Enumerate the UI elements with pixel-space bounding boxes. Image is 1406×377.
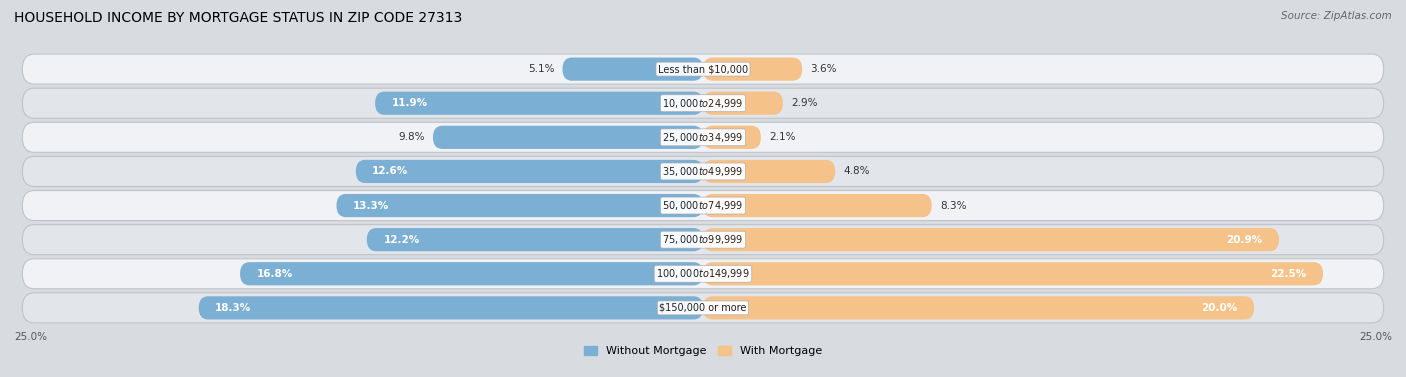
Text: 12.6%: 12.6%: [373, 166, 409, 176]
Text: 20.0%: 20.0%: [1201, 303, 1237, 313]
Text: HOUSEHOLD INCOME BY MORTGAGE STATUS IN ZIP CODE 27313: HOUSEHOLD INCOME BY MORTGAGE STATUS IN Z…: [14, 11, 463, 25]
Text: 13.3%: 13.3%: [353, 201, 389, 211]
FancyBboxPatch shape: [433, 126, 703, 149]
Text: $50,000 to $74,999: $50,000 to $74,999: [662, 199, 744, 212]
FancyBboxPatch shape: [703, 126, 761, 149]
Text: $35,000 to $49,999: $35,000 to $49,999: [662, 165, 744, 178]
Text: Less than $10,000: Less than $10,000: [658, 64, 748, 74]
FancyBboxPatch shape: [703, 296, 1254, 319]
Text: $10,000 to $24,999: $10,000 to $24,999: [662, 97, 744, 110]
FancyBboxPatch shape: [703, 58, 803, 81]
Text: 3.6%: 3.6%: [810, 64, 837, 74]
Text: 12.2%: 12.2%: [384, 234, 419, 245]
FancyBboxPatch shape: [22, 190, 1384, 221]
FancyBboxPatch shape: [703, 194, 932, 217]
FancyBboxPatch shape: [22, 54, 1384, 84]
Text: 25.0%: 25.0%: [14, 332, 46, 342]
Text: 5.1%: 5.1%: [527, 64, 554, 74]
Text: $75,000 to $99,999: $75,000 to $99,999: [662, 233, 744, 246]
Text: 22.5%: 22.5%: [1270, 269, 1306, 279]
Text: 2.9%: 2.9%: [792, 98, 818, 108]
FancyBboxPatch shape: [356, 160, 703, 183]
FancyBboxPatch shape: [22, 225, 1384, 255]
Text: 16.8%: 16.8%: [256, 269, 292, 279]
FancyBboxPatch shape: [703, 228, 1279, 251]
FancyBboxPatch shape: [22, 293, 1384, 323]
FancyBboxPatch shape: [562, 58, 703, 81]
FancyBboxPatch shape: [240, 262, 703, 285]
Text: $150,000 or more: $150,000 or more: [659, 303, 747, 313]
FancyBboxPatch shape: [198, 296, 703, 319]
Legend: Without Mortgage, With Mortgage: Without Mortgage, With Mortgage: [579, 341, 827, 360]
Text: 4.8%: 4.8%: [844, 166, 870, 176]
FancyBboxPatch shape: [22, 122, 1384, 152]
Text: 8.3%: 8.3%: [941, 201, 966, 211]
Text: 25.0%: 25.0%: [1360, 332, 1392, 342]
Text: Source: ZipAtlas.com: Source: ZipAtlas.com: [1281, 11, 1392, 21]
Text: $25,000 to $34,999: $25,000 to $34,999: [662, 131, 744, 144]
Text: 20.9%: 20.9%: [1226, 234, 1263, 245]
Text: 18.3%: 18.3%: [215, 303, 252, 313]
FancyBboxPatch shape: [336, 194, 703, 217]
FancyBboxPatch shape: [703, 262, 1323, 285]
FancyBboxPatch shape: [22, 88, 1384, 118]
FancyBboxPatch shape: [703, 160, 835, 183]
Text: 2.1%: 2.1%: [769, 132, 796, 143]
Text: $100,000 to $149,999: $100,000 to $149,999: [657, 267, 749, 280]
FancyBboxPatch shape: [703, 92, 783, 115]
FancyBboxPatch shape: [375, 92, 703, 115]
FancyBboxPatch shape: [22, 259, 1384, 289]
FancyBboxPatch shape: [22, 156, 1384, 187]
Text: 9.8%: 9.8%: [398, 132, 425, 143]
Text: 11.9%: 11.9%: [392, 98, 427, 108]
FancyBboxPatch shape: [367, 228, 703, 251]
